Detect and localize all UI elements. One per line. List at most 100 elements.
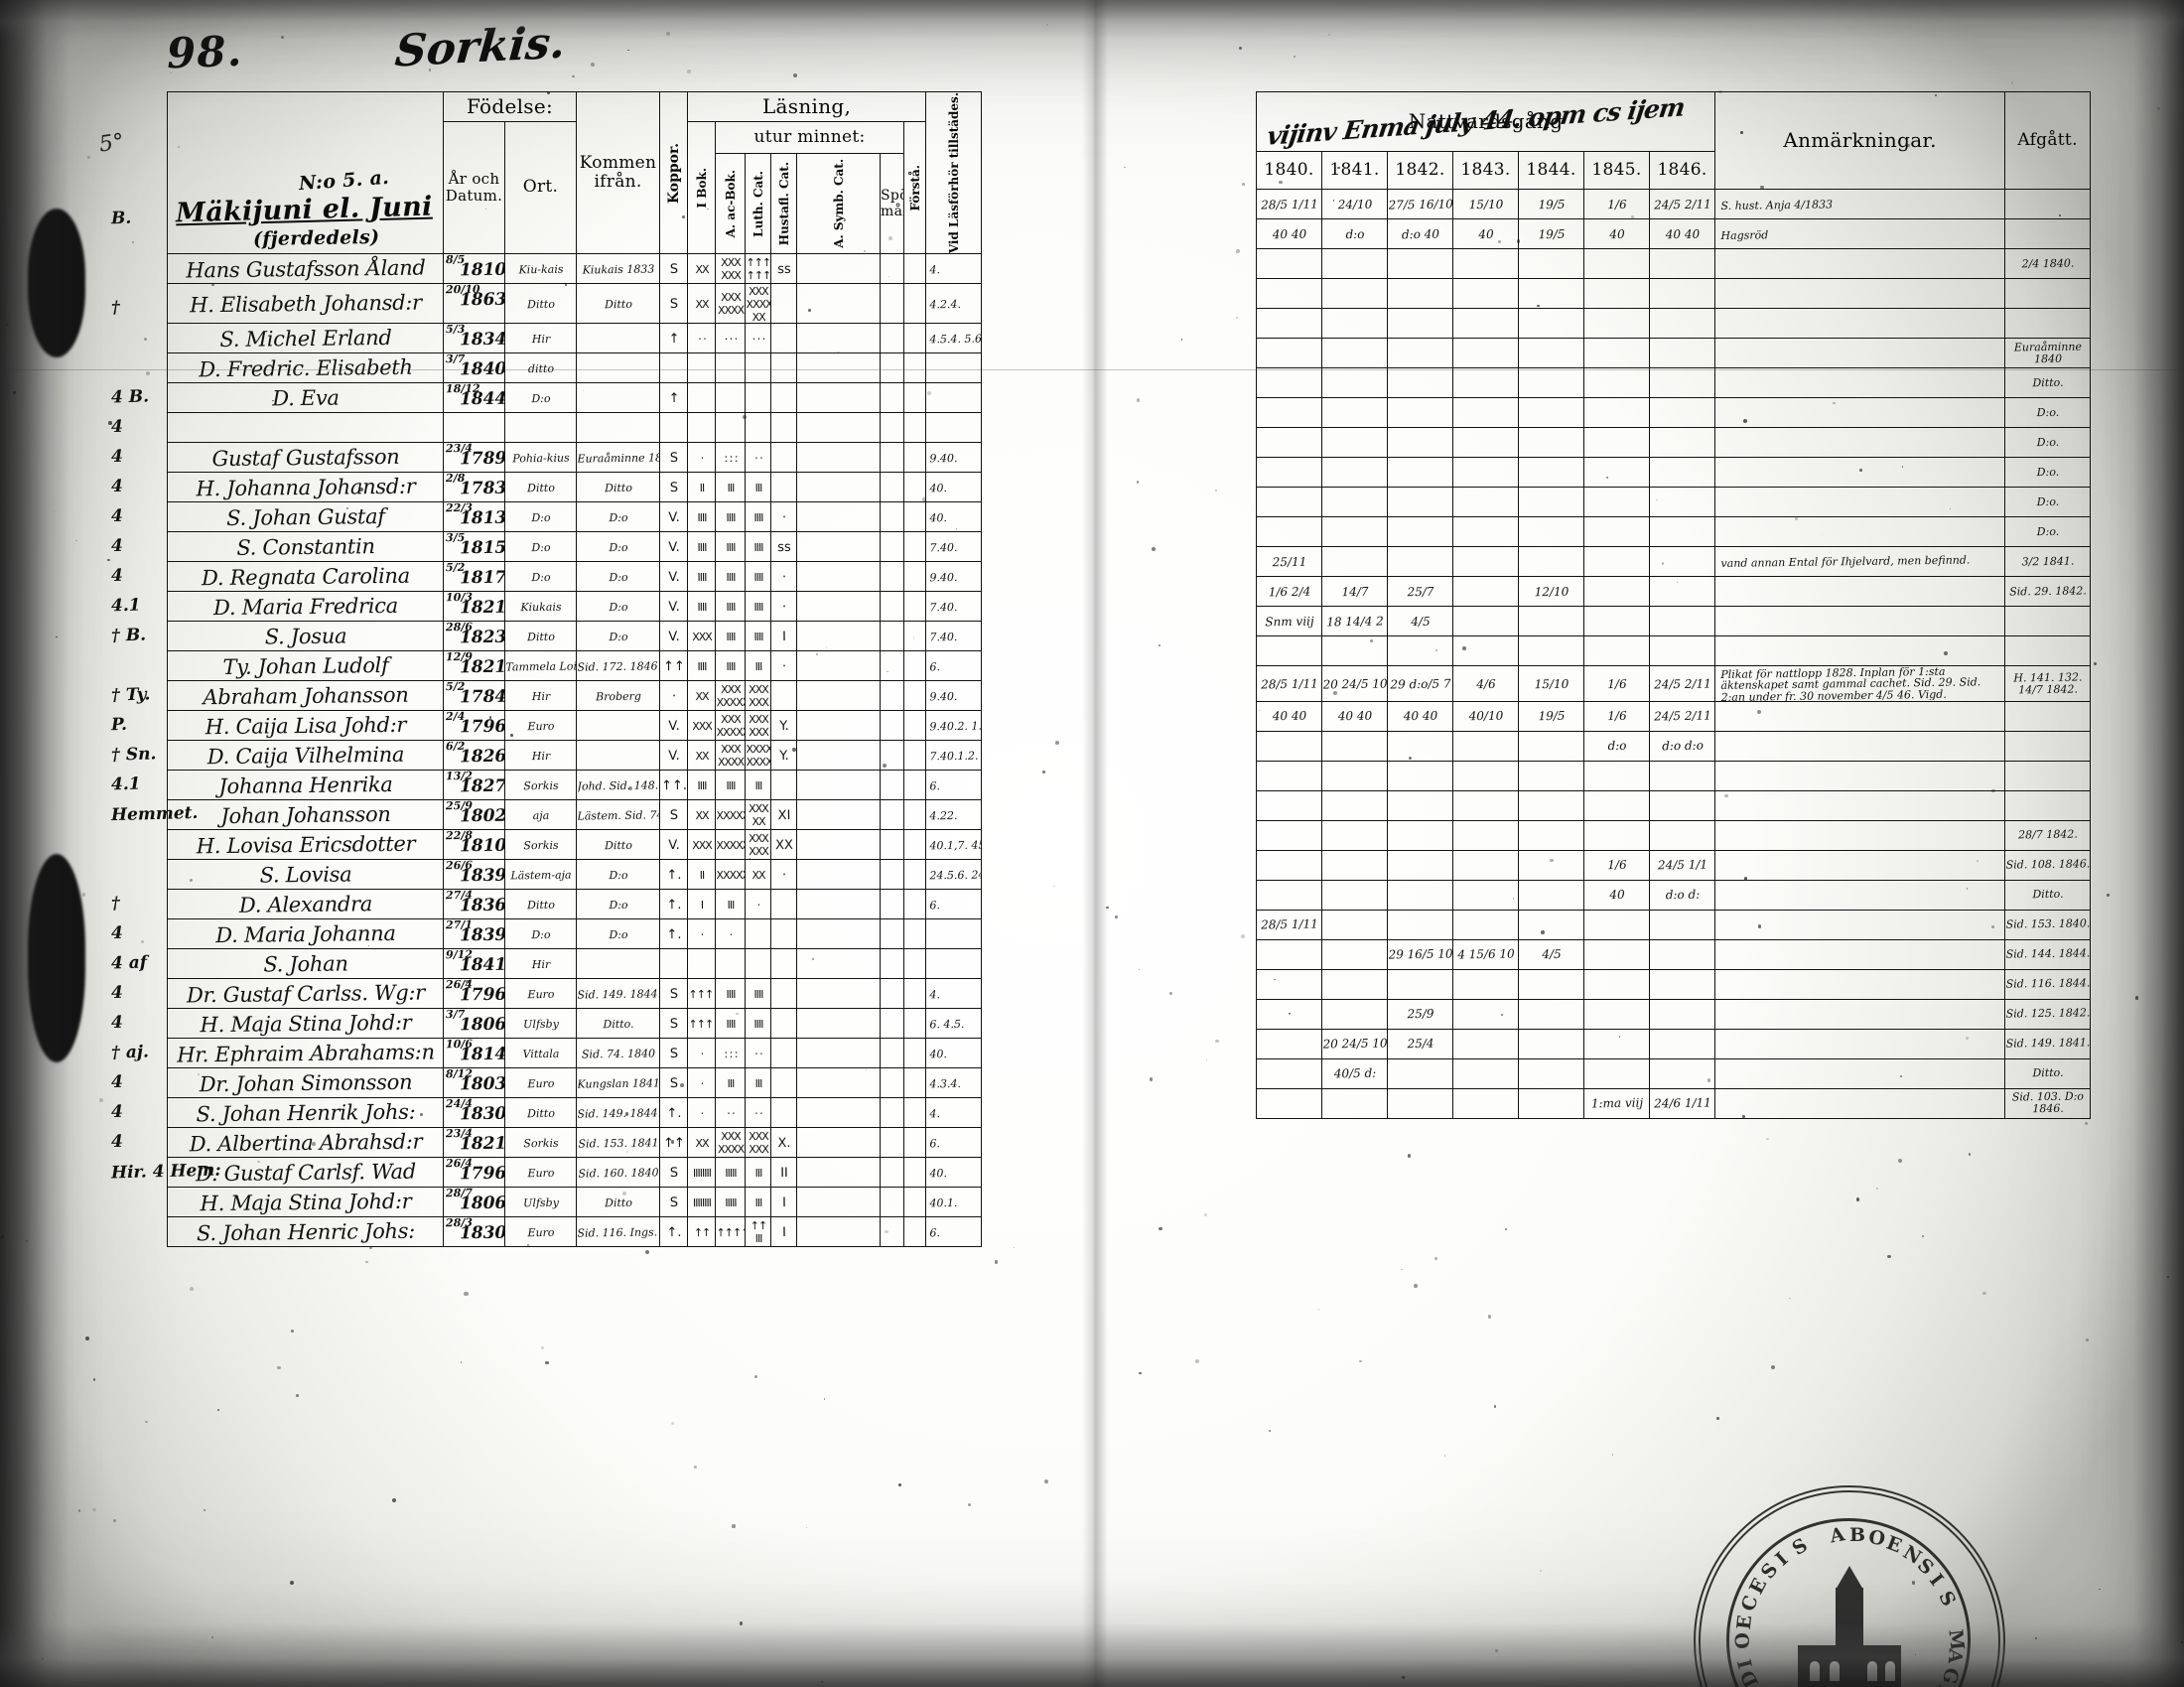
cell-departed[interactable]: Sid. 125. 1842. — [2004, 998, 2091, 1030]
cell-empty[interactable] — [880, 253, 905, 285]
cell-smallpox[interactable]: V. — [659, 740, 688, 771]
cell-smallpox[interactable]: S — [659, 799, 688, 830]
cell-person-name[interactable]: H. Johanna Johansd:r — [167, 470, 444, 504]
cell-smallpox[interactable]: V. — [659, 531, 688, 562]
cell-communion-1844[interactable]: 19/5 — [1518, 700, 1584, 732]
cell-communion-1842[interactable]: 25/9 — [1387, 998, 1453, 1030]
cell-birth-year[interactable]: 10/3 1821 — [443, 591, 505, 623]
cell-departed[interactable] — [2004, 730, 2091, 762]
cell-smallpox[interactable]: ↑. — [659, 1097, 688, 1128]
cell-david-psalms[interactable] — [770, 472, 797, 502]
cell-david-psalms[interactable]: I — [770, 1187, 797, 1217]
cell-abc-book[interactable] — [687, 352, 716, 383]
cell-communion-1841[interactable]: d:o — [1321, 217, 1388, 250]
cell-communion-1841[interactable]: 40/5 d: — [1321, 1057, 1388, 1089]
person-row[interactable]: H. Elisabeth Johansd:r 20/10 1863 Ditto Ditt… — [167, 281, 982, 326]
cell-symb-cat[interactable]: IIII — [745, 531, 771, 562]
cell-came-from[interactable]: Ditto — [576, 829, 660, 861]
cell-birth-place[interactable]: Hir — [504, 740, 577, 772]
cell-communion-1843[interactable]: 15/10 — [1452, 188, 1519, 220]
cell-came-from[interactable]: Lästem. Sid. 74. 1840 — [576, 799, 660, 831]
cell-empty[interactable] — [796, 531, 882, 563]
cell-communion-1841[interactable] — [1321, 1087, 1388, 1119]
cell-communion-1840[interactable] — [1256, 968, 1322, 1000]
cell-person-name[interactable]: D. Regnata Carolina — [167, 559, 444, 594]
cell-empty[interactable] — [880, 382, 905, 414]
cell-empty[interactable] — [903, 1127, 927, 1159]
cell-communion-1841[interactable] — [1321, 366, 1388, 399]
cell-communion-1840[interactable] — [1256, 426, 1322, 459]
cell-attendance[interactable] — [925, 382, 982, 414]
cell-communion-1846[interactable] — [1649, 605, 1715, 637]
person-row[interactable]: Johanna Henrika 13/2 1827 Sorkis Johd. Sid. … — [167, 768, 982, 802]
cell-symb-cat[interactable]: XX — [745, 859, 771, 890]
cell-communion-1844[interactable]: 12/10 — [1518, 575, 1584, 608]
cell-communion-1845[interactable] — [1583, 307, 1650, 340]
cell-communion-1845[interactable] — [1583, 337, 1650, 369]
cell-communion-1844[interactable] — [1518, 1087, 1584, 1119]
cell-empty[interactable] — [880, 621, 905, 652]
cell-communion-1844[interactable] — [1518, 634, 1584, 667]
cell-abc-book[interactable]: ↑↑↑↑ — [687, 978, 716, 1009]
cell-birth-year[interactable]: 2/8 1783 — [443, 472, 505, 503]
cell-communion-1846[interactable] — [1649, 1057, 1715, 1089]
cell-communion-1846[interactable]: 24/6 1/11 — [1649, 1087, 1715, 1119]
cell-communion-1843[interactable]: 40 — [1452, 217, 1519, 250]
cell-departed[interactable] — [2004, 634, 2091, 667]
cell-communion-1843[interactable] — [1452, 307, 1519, 340]
cell-person-name[interactable]: D. Eva — [167, 380, 444, 415]
cell-empty[interactable] — [796, 1216, 882, 1248]
communion-row[interactable]: D:o. — [1256, 425, 2091, 460]
communion-row[interactable]: Ditto. — [1256, 365, 2091, 400]
cell-david-psalms[interactable] — [770, 352, 797, 383]
cell-smallpox[interactable]: · — [659, 680, 688, 711]
cell-birth-place[interactable]: aja — [504, 799, 577, 831]
cell-empty[interactable] — [903, 918, 927, 950]
cell-communion-1844[interactable] — [1518, 730, 1584, 762]
cell-person-name[interactable]: S. Michel Erland — [167, 321, 444, 355]
cell-luther-cat[interactable]: IIII — [715, 531, 746, 562]
cell-communion-1840[interactable] — [1256, 486, 1322, 518]
cell-symb-cat[interactable]: IIII — [745, 501, 771, 532]
cell-departed[interactable]: D:o. — [2004, 396, 2091, 429]
cell-birth-place[interactable]: Tammela Loimaa — [504, 650, 577, 682]
cell-luther-cat[interactable]: III — [715, 472, 746, 502]
communion-row[interactable]: D:o. — [1256, 455, 2091, 490]
cell-came-from[interactable]: Sid. 149. 1844. — [576, 978, 660, 1010]
cell-symb-cat[interactable]: IIII — [745, 591, 771, 622]
cell-remarks[interactable]: Plikat för nattlopp 1828. Inplan för 1:s… — [1714, 663, 2005, 704]
cell-person-name[interactable]: H. Lovisa Ericsdotter — [167, 827, 444, 862]
cell-symb-cat[interactable]: III — [745, 1067, 771, 1098]
cell-empty[interactable] — [903, 829, 927, 861]
cell-came-from[interactable]: Sid. 172. 1846. — [576, 650, 660, 682]
cell-empty[interactable] — [903, 442, 927, 474]
cell-departed[interactable]: Sid. 103. D:o 1846. — [2004, 1087, 2091, 1119]
cell-birth-year[interactable]: 8/5 1810 — [443, 253, 505, 285]
cell-communion-1843[interactable] — [1452, 515, 1519, 548]
cell-communion-1845[interactable]: 40 — [1583, 217, 1650, 250]
cell-came-from[interactable]: Ditto — [576, 1187, 660, 1218]
cell-communion-1843[interactable] — [1452, 486, 1519, 518]
cell-abc-book[interactable]: XX — [687, 740, 716, 771]
communion-row[interactable]: · 25/9 Sid. 125. 1842. — [1256, 997, 2091, 1032]
cell-communion-1842[interactable] — [1387, 426, 1453, 459]
cell-birth-place[interactable]: Hir — [504, 680, 577, 712]
cell-abc-book[interactable]: · — [687, 1097, 716, 1128]
cell-empty[interactable] — [796, 621, 882, 652]
cell-birth-place[interactable] — [504, 412, 577, 444]
cell-luther-cat[interactable]: · — [715, 918, 746, 949]
cell-person-name[interactable]: D. Maria Johanna — [167, 916, 444, 951]
cell-communion-1844[interactable] — [1518, 760, 1584, 791]
cell-david-psalms[interactable] — [770, 770, 797, 800]
cell-attendance[interactable]: 40. — [925, 1038, 982, 1069]
cell-remarks[interactable] — [1714, 365, 2005, 400]
cell-symb-cat[interactable] — [745, 918, 771, 949]
cell-abc-book[interactable]: XXX — [687, 710, 716, 741]
cell-david-psalms[interactable]: · — [770, 650, 797, 681]
cell-communion-1844[interactable] — [1518, 849, 1584, 881]
cell-communion-1845[interactable] — [1583, 968, 1650, 1000]
cell-abc-book[interactable]: · — [687, 1038, 716, 1068]
cell-luther-cat[interactable]: IIII — [715, 770, 746, 800]
cell-smallpox[interactable]: ↑ — [659, 323, 688, 353]
cell-departed[interactable]: 28/7 1842. — [2004, 819, 2091, 851]
